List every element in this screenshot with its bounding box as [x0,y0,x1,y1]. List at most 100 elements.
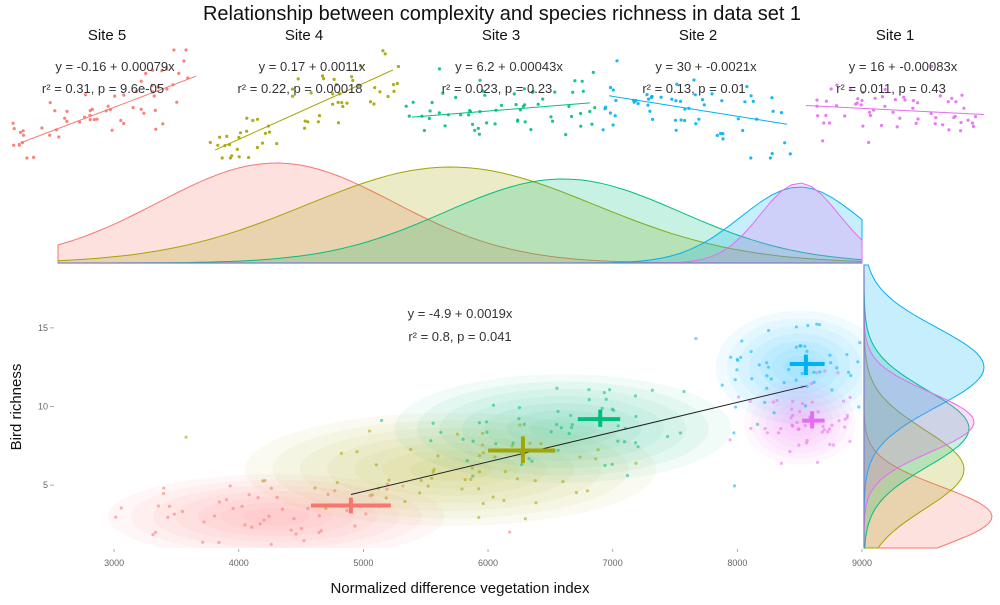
facet-point [679,118,683,122]
density-contour-4-6 [771,348,828,387]
facet-point [970,121,975,125]
data-point [765,431,769,435]
data-point [520,462,524,467]
data-point [820,430,824,434]
facet-point [161,122,165,126]
data-point [748,399,752,403]
data-point [720,383,724,387]
facet-point [879,123,884,128]
facet-point [867,140,871,145]
data-point [804,441,809,445]
data-point [493,455,497,459]
data-point [161,491,166,496]
x-tick-label: 8000 [727,558,747,568]
facet-point [381,49,385,53]
data-point [757,363,761,367]
facet-point [745,85,749,89]
data-point [355,450,359,454]
data-point [418,491,422,495]
facet-point [891,110,895,114]
facet-point [973,115,978,119]
data-point [750,377,754,381]
facet-point [122,121,126,126]
data-point [515,477,519,481]
facet-point [65,119,69,123]
right-density-3 [863,265,970,549]
facet-point [611,88,615,92]
mean-cross-site-4 [488,436,556,464]
data-point [650,388,654,392]
facet-point [230,154,234,158]
facet-point [57,135,61,139]
data-point [790,407,794,411]
data-point [794,345,798,349]
facet-point [184,48,188,52]
facet-point [615,59,619,63]
facet-point [306,120,310,124]
data-point [666,434,670,439]
facet-point [225,134,229,138]
data-point [830,423,834,427]
data-point [567,431,571,436]
facet-point [263,131,267,135]
facet-point [334,82,338,87]
data-point [846,370,851,374]
data-point [477,470,482,474]
facet-point [569,114,574,119]
facet-point [647,97,651,101]
facet-point [220,156,224,160]
data-point [733,405,738,409]
facet-point [478,78,482,82]
density-contour-5-1 [743,379,856,465]
facet-point [893,98,898,102]
facet-equation: y = 0.17 + 0.0011x [259,59,366,74]
data-point [561,479,565,484]
data-point [845,416,849,420]
x-tick-label: 5000 [353,558,373,568]
data-point [385,482,390,486]
facet-point [40,126,44,130]
facet-point [83,93,88,97]
facet-fit-line [214,69,394,151]
facet-point [12,143,16,147]
data-point [845,352,849,357]
facet-point [63,116,67,120]
data-point [463,478,467,482]
facet-point [815,98,819,102]
data-point [740,339,744,343]
facet-point [824,113,828,118]
data-point [517,405,522,410]
data-point [471,439,475,443]
facet-equation: y = 30 + -0.0021x [655,59,757,74]
data-point [480,443,485,447]
facet-point [608,85,613,90]
mean-cross-site-2 [789,354,825,376]
facet-point [386,94,390,99]
facet-point [471,122,475,126]
facet-point [604,105,608,109]
data-point [827,427,831,431]
data-point [736,358,740,363]
data-point [247,493,251,497]
facet-point [861,90,865,95]
facet-point [17,143,21,147]
data-point [384,496,388,500]
main-scatter-panel: 3000 4000 5000 6000 7000 8000 9000 5 10 15 [38,310,872,568]
x-axis-label: Normalized difference vegetation index [330,580,590,597]
data-point [477,421,482,425]
facet-point [25,156,29,160]
mean-cross-site-5 [311,497,391,514]
data-point [797,443,801,447]
facet-point [358,64,362,68]
y-tick-label: 10 [38,402,48,412]
density-contour-3-7 [529,417,597,440]
data-point [737,395,741,399]
facet-point [267,130,272,134]
data-point [439,430,443,434]
data-point [815,371,819,375]
data-point [528,441,532,445]
x-tick-label: 3000 [104,558,124,568]
data-point [119,506,123,510]
facet-point [422,128,426,133]
